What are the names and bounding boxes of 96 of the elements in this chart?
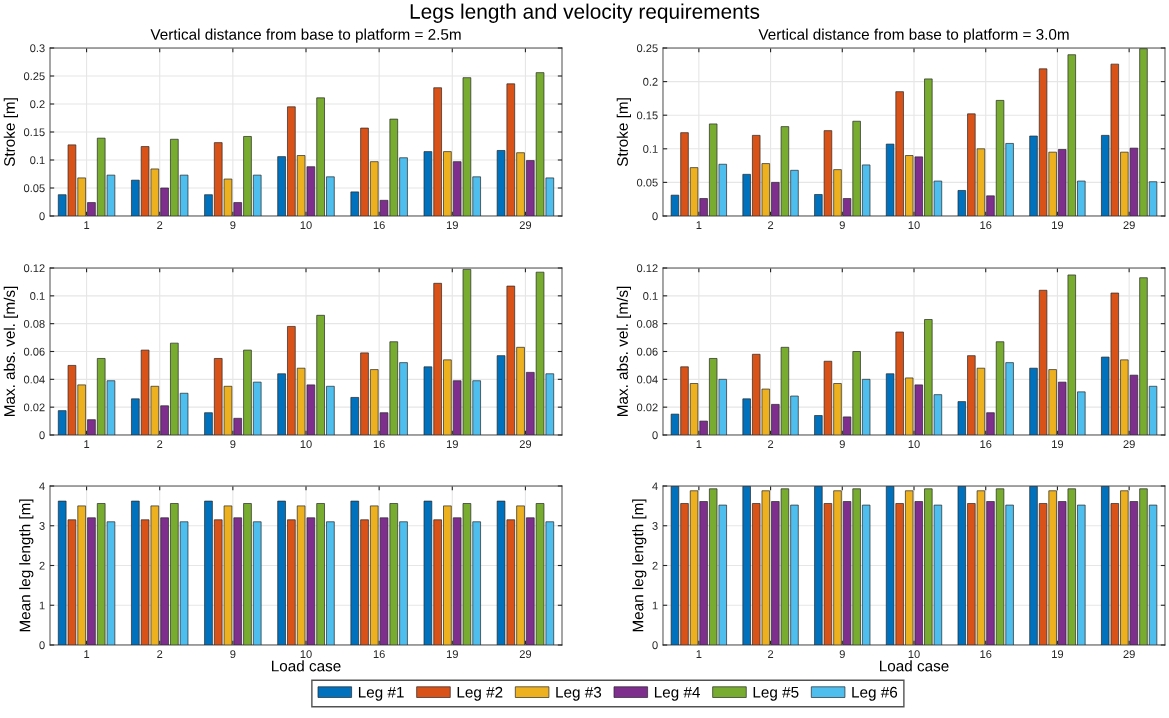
x-tick-label: 16 [373,650,385,659]
x-tick-label: 1 [84,221,90,229]
x-tick-label: 9 [839,650,845,659]
legend-label: Leg #6 [852,686,898,701]
y-tick-label: 0.04 [636,375,658,384]
y-tick-label: 0 [39,431,45,440]
x-tick-label: 1 [84,650,90,658]
x-tick-label: 29 [1123,221,1135,230]
x-tick-label: 19 [1052,650,1064,659]
chart-subtitle: Vertical distance from base to platform = 2.5m [150,28,461,43]
y-tick-label: 0.04 [23,375,45,384]
y-axis-title: Max. abs. vel. [m/s] [3,286,18,417]
legend-label: Leg #4 [654,686,700,701]
y-tick-label: 0.1 [30,292,45,300]
x-tick-label: 2 [157,221,163,229]
x-tick-label: 29 [519,440,532,449]
x-tick-label: 19 [1052,440,1064,449]
legend-label: Leg #3 [556,686,602,701]
y-axis-title: Max. abs. vel. [m/s] [616,286,631,417]
y-axis-title: Mean leg length [m] [19,499,34,632]
x-tick-label: 16 [980,650,992,659]
x-tick-label: 29 [1123,440,1135,449]
y-tick-label: 1 [652,601,658,610]
y-tick-label: 3 [39,522,45,530]
y-tick-label: 0.25 [636,44,658,53]
y-tick-label: 0.15 [23,128,45,137]
x-tick-label: 16 [980,440,992,449]
x-tick-label: 16 [373,440,385,449]
x-tick-label: 9 [230,440,236,449]
legend-label: Leg #2 [457,686,503,701]
y-tick-label: 0.12 [23,264,45,273]
legend-label: Leg #5 [753,686,799,701]
y-tick-label: 3 [652,522,658,530]
x-tick-label: 29 [519,650,532,659]
y-tick-label: 0 [39,212,45,221]
x-tick-label: 2 [157,440,163,448]
x-tick-label: 1 [696,440,702,448]
y-tick-label: 0.1 [643,145,658,153]
y-tick-label: 4 [39,482,45,491]
y-tick-label: 0.05 [636,178,658,187]
x-tick-label: 16 [373,221,385,230]
x-tick-label: 9 [839,221,845,230]
y-tick-label: 0.12 [636,264,658,273]
y-tick-label: 0.2 [30,100,45,109]
y-tick-label: 0.02 [23,403,45,412]
x-tick-label: 19 [446,650,458,659]
x-tick-label: 16 [980,221,992,230]
y-tick-label: 2 [652,561,658,570]
y-tick-label: 0.2 [643,77,658,86]
x-tick-label: 29 [1123,650,1135,659]
y-tick-label: 2 [39,561,45,570]
y-tick-label: 4 [652,482,658,491]
y-tick-label: 0.25 [23,72,45,81]
y-axis-title: Stroke [m] [3,98,18,167]
y-axis-title: Stroke [m] [616,98,631,167]
y-tick-label: 0.3 [30,44,45,53]
x-tick-label: 1 [696,650,702,658]
y-axis-title: Mean leg length [m] [632,499,647,632]
y-tick-label: 0.1 [643,292,658,300]
y-tick-label: 0 [39,641,45,650]
x-tick-label: 10 [908,650,920,659]
x-tick-label: 2 [768,221,774,229]
x-tick-label: 2 [157,650,163,658]
x-tick-label: 9 [230,650,236,659]
x-tick-label: 19 [446,221,458,230]
x-tick-label: 1 [84,440,90,448]
x-tick-label: 29 [519,221,532,230]
x-tick-label: 10 [300,221,312,230]
x-tick-label: 10 [908,221,920,230]
y-tick-label: 0 [652,431,658,440]
chart-title: Legs length and velocity requirements [410,3,760,24]
chart-subtitle: Vertical distance from base to platform = 3.0m [758,28,1069,43]
y-tick-label: 0.06 [636,347,658,356]
y-tick-label: 1 [39,601,45,610]
x-tick-label: 10 [908,440,920,449]
x-tick-label: 1 [696,221,702,229]
y-tick-label: 0.1 [30,156,45,165]
x-tick-label: 2 [768,440,774,448]
y-tick-label: 0 [652,641,658,650]
x-tick-label: 19 [1052,221,1064,230]
x-tick-label: 10 [300,650,312,659]
x-tick-label: 9 [230,221,236,230]
y-tick-label: 0.02 [636,403,658,412]
x-tick-label: 2 [768,650,774,658]
x-tick-label: 19 [446,440,458,449]
y-tick-label: 0 [652,212,658,221]
y-tick-label: 0.08 [636,319,658,328]
x-axis-title: Load case [880,660,949,672]
y-tick-label: 0.06 [23,347,45,356]
x-axis-title: Load case [272,660,341,672]
y-tick-label: 0.08 [23,319,45,328]
x-tick-label: 10 [300,440,312,449]
legend-label: Leg #1 [358,686,404,701]
x-tick-label: 9 [839,440,845,449]
y-tick-label: 0.05 [23,184,45,193]
y-tick-label: 0.15 [636,111,658,120]
